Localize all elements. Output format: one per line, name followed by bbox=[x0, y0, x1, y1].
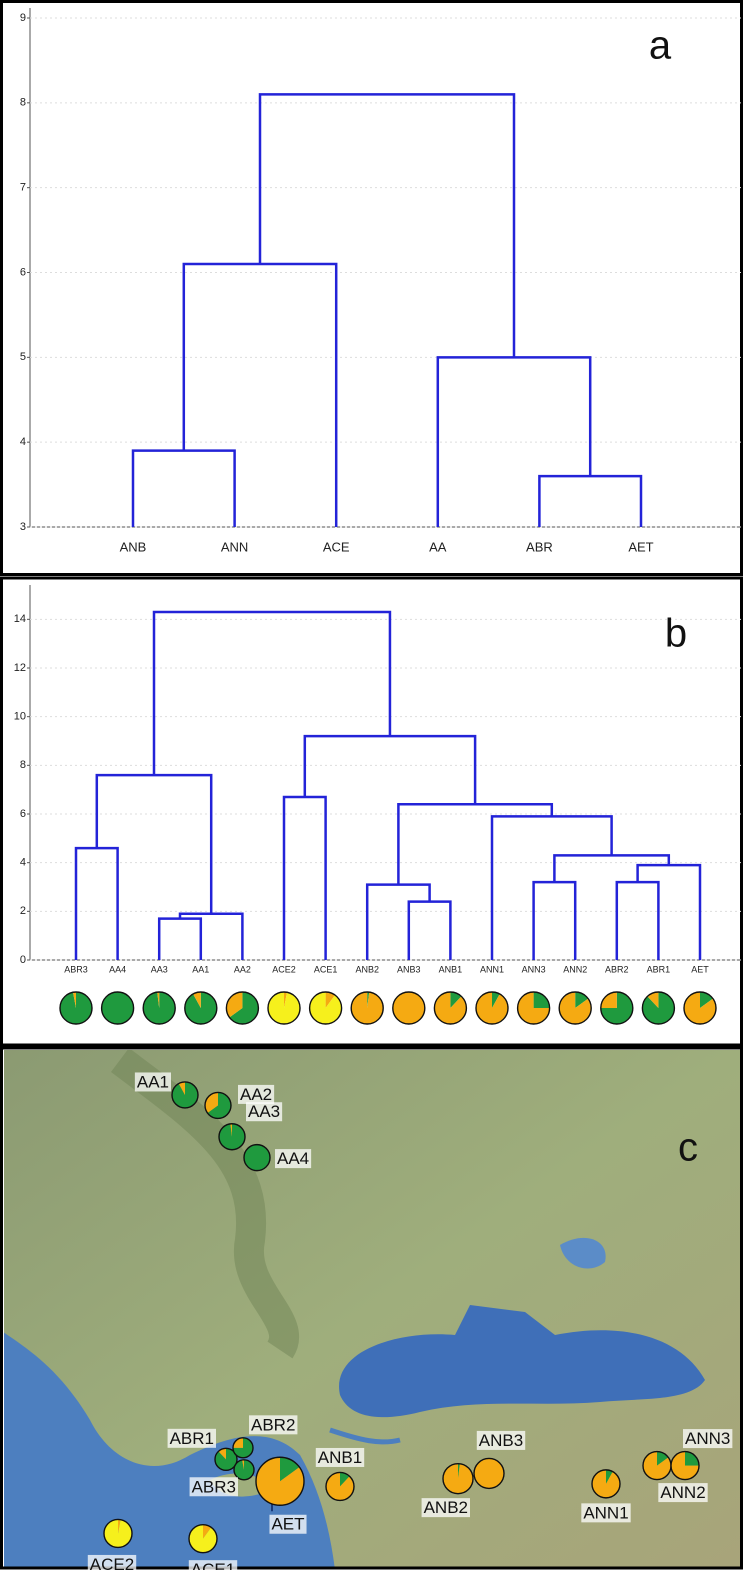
y-tick-label: 10 bbox=[14, 711, 26, 723]
leaf-label: ANB1 bbox=[439, 964, 463, 974]
leaf-label: ANN3 bbox=[522, 964, 546, 974]
leaf-label: ACE1 bbox=[314, 964, 338, 974]
leaf-label: AA bbox=[429, 539, 447, 554]
marker-label: ANB3 bbox=[479, 1431, 523, 1450]
panel-label: a bbox=[649, 24, 672, 68]
leaf-label: AET bbox=[628, 539, 653, 554]
y-tick-label: 7 bbox=[20, 182, 26, 194]
y-tick-label: 8 bbox=[20, 97, 26, 109]
marker-label: ABR1 bbox=[170, 1429, 214, 1448]
leaf-label: ANB3 bbox=[397, 964, 421, 974]
panel-label: b bbox=[665, 612, 687, 656]
y-tick-label: 4 bbox=[20, 857, 26, 869]
leaf-label: ACE bbox=[323, 539, 350, 554]
marker-label: ANN2 bbox=[660, 1483, 705, 1502]
marker-label: AET bbox=[271, 1515, 304, 1534]
marker-label: AA2 bbox=[240, 1085, 272, 1104]
marker-label: AA1 bbox=[137, 1072, 169, 1091]
y-tick-label: 14 bbox=[14, 613, 26, 625]
leaf-label: ABR1 bbox=[647, 964, 671, 974]
marker-label: AA3 bbox=[248, 1102, 280, 1121]
panel-label: c bbox=[678, 1126, 698, 1170]
marker-label: ANN1 bbox=[583, 1503, 628, 1522]
y-tick-label: 2 bbox=[20, 905, 26, 917]
y-tick-label: 5 bbox=[20, 351, 26, 363]
figure: 3 4 5 6 7 8 9 ANB ANN ACE AA ABR AET a 0 2 4 6 8 10 12 14 ABR3… bbox=[0, 0, 743, 1570]
leaf-label: ABR2 bbox=[605, 964, 629, 974]
marker-label: ABR3 bbox=[192, 1477, 236, 1496]
leaf-label: ANN2 bbox=[563, 964, 587, 974]
marker-label: ACE1 bbox=[191, 1560, 235, 1570]
panel-b-bg bbox=[0, 578, 743, 1046]
marker-label: AA4 bbox=[277, 1149, 309, 1168]
marker-label: ANB2 bbox=[424, 1498, 468, 1517]
marker-label: ANB1 bbox=[318, 1448, 362, 1467]
leaf-label: AA2 bbox=[234, 964, 251, 974]
leaf-label: AA4 bbox=[109, 964, 126, 974]
marker-label: ABR2 bbox=[251, 1415, 295, 1434]
y-tick-label: 0 bbox=[20, 954, 26, 966]
y-tick-label: 6 bbox=[20, 266, 26, 278]
map-background bbox=[0, 1048, 743, 1570]
leaf-label: ANN1 bbox=[480, 964, 504, 974]
leaf-label: AA1 bbox=[192, 964, 209, 974]
panel-a-bg bbox=[0, 0, 743, 576]
leaf-label: ABR3 bbox=[64, 964, 88, 974]
y-tick-label: 12 bbox=[14, 662, 26, 674]
leaf-label: AET bbox=[691, 964, 709, 974]
y-tick-label: 3 bbox=[20, 521, 26, 533]
marker-label: ACE2 bbox=[90, 1555, 134, 1570]
leaf-label: ANB2 bbox=[355, 964, 379, 974]
leaf-label: ABR bbox=[526, 539, 553, 554]
marker-label: ANN3 bbox=[685, 1429, 730, 1448]
y-tick-label: 4 bbox=[20, 436, 26, 448]
leaf-label: ACE2 bbox=[272, 964, 296, 974]
y-tick-label: 8 bbox=[20, 759, 26, 771]
y-tick-label: 6 bbox=[20, 808, 26, 820]
leaf-label: ANN bbox=[221, 539, 248, 554]
y-tick-label: 9 bbox=[20, 12, 26, 24]
leaf-label: ANB bbox=[120, 539, 147, 554]
leaf-label: AA3 bbox=[151, 964, 168, 974]
